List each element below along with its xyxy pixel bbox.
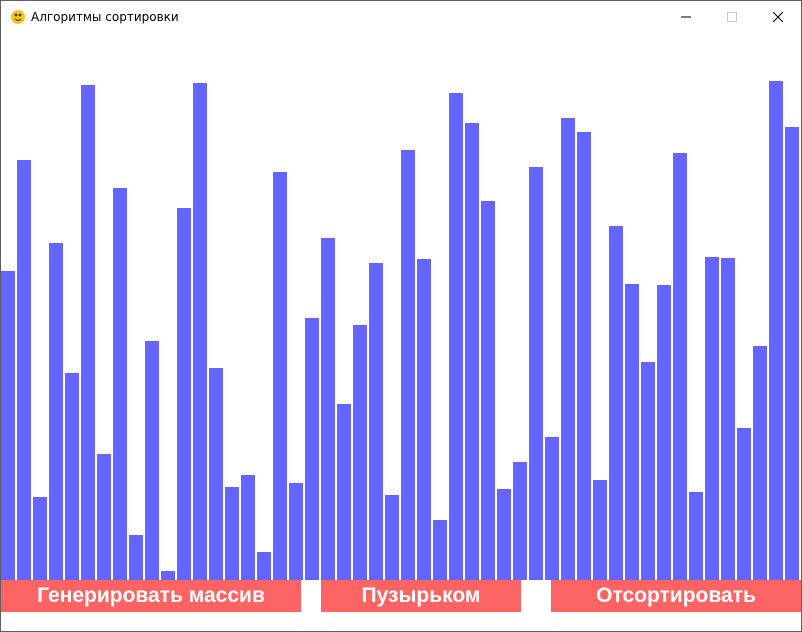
array-bar bbox=[705, 257, 719, 580]
array-bar bbox=[545, 437, 559, 580]
maximize-icon bbox=[727, 11, 737, 22]
bubble-sort-button[interactable]: Пузырьком bbox=[321, 580, 521, 612]
array-bar bbox=[49, 243, 63, 580]
array-bar bbox=[465, 123, 479, 580]
array-bar bbox=[529, 167, 543, 580]
array-bar bbox=[433, 520, 447, 580]
array-bar bbox=[673, 153, 687, 580]
array-bar bbox=[305, 318, 319, 580]
array-bar bbox=[769, 81, 783, 580]
array-bar bbox=[449, 93, 463, 580]
array-bar bbox=[385, 495, 399, 580]
array-bar bbox=[753, 346, 767, 580]
array-bar bbox=[1, 271, 15, 580]
array-bar bbox=[609, 226, 623, 580]
array-bar bbox=[145, 341, 159, 580]
array-bar bbox=[337, 404, 351, 580]
array-bar bbox=[193, 83, 207, 580]
array-bar bbox=[785, 127, 799, 580]
minimize-icon bbox=[681, 16, 691, 17]
array-bar bbox=[241, 475, 255, 580]
sort-canvas: Генерировать массив Пузырьком Отсортиров… bbox=[1, 32, 801, 631]
array-bar bbox=[177, 208, 191, 580]
array-bar bbox=[417, 259, 431, 580]
close-button[interactable] bbox=[755, 1, 801, 32]
array-bar bbox=[737, 428, 751, 580]
array-bar bbox=[33, 497, 47, 580]
generate-array-button[interactable]: Генерировать массив bbox=[1, 580, 301, 612]
array-bar bbox=[113, 188, 127, 580]
array-bar bbox=[689, 492, 703, 580]
array-bar bbox=[257, 552, 271, 580]
array-bar bbox=[369, 263, 383, 580]
array-bar bbox=[577, 132, 591, 580]
bar-chart bbox=[1, 81, 799, 580]
array-bar bbox=[497, 489, 511, 580]
array-bar bbox=[401, 150, 415, 580]
array-bar bbox=[353, 325, 367, 580]
array-bar bbox=[625, 284, 639, 580]
array-bar bbox=[161, 571, 175, 580]
array-bar bbox=[209, 368, 223, 580]
array-bar bbox=[641, 362, 655, 580]
array-bar bbox=[513, 462, 527, 580]
array-bar bbox=[321, 238, 335, 580]
array-bar bbox=[561, 118, 575, 580]
array-bar bbox=[273, 172, 287, 580]
array-bar bbox=[657, 285, 671, 580]
array-bar bbox=[225, 487, 239, 580]
pygame-snake-icon bbox=[11, 10, 25, 24]
array-bar bbox=[129, 535, 143, 580]
window-title: Алгоритмы сортировки bbox=[31, 10, 179, 24]
array-bar bbox=[289, 483, 303, 580]
array-bar bbox=[97, 454, 111, 580]
array-bar bbox=[81, 85, 95, 580]
array-bar bbox=[65, 373, 79, 580]
array-bar bbox=[593, 480, 607, 580]
minimize-button[interactable] bbox=[663, 1, 709, 32]
array-bar bbox=[481, 201, 495, 580]
maximize-button[interactable] bbox=[709, 1, 755, 32]
title-bar[interactable]: Алгоритмы сортировки bbox=[1, 1, 801, 32]
array-bar bbox=[721, 258, 735, 580]
close-icon bbox=[773, 11, 783, 22]
sort-button[interactable]: Отсортировать bbox=[551, 580, 801, 612]
array-bar bbox=[17, 160, 31, 580]
